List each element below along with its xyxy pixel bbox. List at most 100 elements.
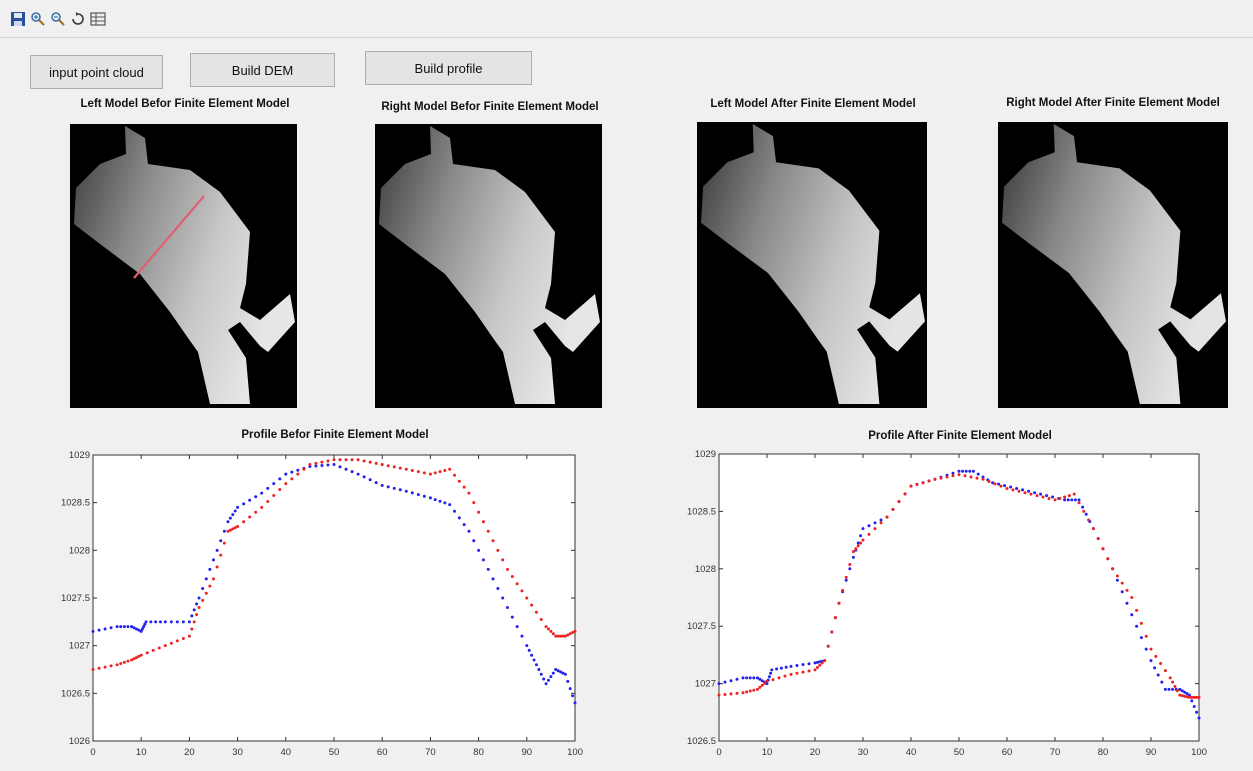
build-dem-button[interactable]: Build DEM — [190, 53, 335, 87]
input-point-cloud-button[interactable]: input point cloud — [30, 55, 163, 89]
series-0-point — [204, 577, 208, 581]
series-1-point — [1139, 621, 1143, 625]
series-1-point — [993, 482, 997, 486]
series-1-point — [448, 467, 452, 471]
series-0-point — [1135, 624, 1139, 628]
series-1-point — [462, 485, 466, 489]
y-tick-label: 1026 — [69, 736, 90, 747]
series-1-point — [472, 501, 476, 505]
series-1-point — [134, 656, 138, 660]
y-tick-label: 1028.5 — [687, 506, 716, 517]
series-1-point — [438, 470, 442, 474]
series-1-point — [1163, 669, 1167, 673]
series-1-point — [272, 494, 276, 498]
series-0-point — [362, 475, 366, 479]
series-0-point — [957, 469, 961, 473]
series-0-point — [556, 669, 560, 673]
data-cursor-icon[interactable] — [90, 11, 106, 27]
y-tick-label: 1026.5 — [687, 736, 716, 747]
series-0-point — [260, 491, 264, 495]
series-1-point — [830, 630, 834, 634]
series-0-point — [879, 518, 883, 522]
series-1-point — [752, 688, 756, 692]
series-0-point — [122, 625, 126, 629]
series-1-point — [187, 634, 191, 638]
series-0-point — [448, 503, 452, 507]
series-0-point — [350, 470, 354, 474]
series-1-point — [933, 477, 937, 481]
series-0-point — [554, 668, 558, 671]
series-1-point — [571, 631, 575, 635]
series-1-point — [254, 510, 258, 514]
rotate-icon[interactable] — [70, 11, 86, 27]
series-0-point — [1187, 693, 1191, 697]
series-1-point — [861, 538, 865, 542]
series-1-point — [215, 565, 219, 569]
y-tick-label: 1029 — [69, 450, 90, 461]
series-0-point — [1195, 710, 1199, 714]
series-1-point — [242, 520, 246, 524]
series-1-point — [568, 632, 572, 636]
series-0-point — [481, 558, 485, 562]
series-0-point — [807, 662, 811, 666]
series-0-point — [491, 577, 495, 581]
series-1-point — [296, 472, 300, 476]
series-0-point — [134, 627, 138, 631]
series-1-point — [939, 476, 943, 480]
series-1-point — [501, 558, 505, 562]
series-1-point — [163, 644, 167, 648]
save-icon[interactable] — [10, 11, 26, 27]
series-1-point — [801, 670, 805, 674]
series-1-point — [260, 505, 264, 509]
series-0-point — [154, 620, 158, 624]
profile-before-chart[interactable]: 0 10 20 30 40 50 60 70 80 90 100 1026 1026.5 1027 1027… — [30, 445, 590, 765]
series-1-point — [1171, 680, 1175, 684]
x-tick-label: 0 — [90, 747, 95, 758]
series-0-point — [1009, 485, 1013, 489]
series-1-point — [563, 634, 567, 638]
left-before-dem-image[interactable] — [70, 124, 297, 408]
right-before-dem-image[interactable] — [375, 124, 602, 408]
series-1-point — [823, 659, 827, 663]
series-0-point — [496, 586, 500, 590]
series-1-point — [1130, 596, 1134, 599]
series-1-point — [453, 473, 456, 477]
series-1-point — [433, 471, 437, 475]
series-1-point — [777, 676, 781, 680]
series-1-point — [137, 654, 141, 658]
series-1-point — [1053, 498, 1057, 502]
zoom-out-icon[interactable] — [50, 11, 66, 27]
zoom-in-icon[interactable] — [30, 11, 46, 27]
series-0-point — [212, 558, 215, 562]
series-0-point — [149, 620, 153, 624]
left-after-dem-image[interactable] — [697, 122, 927, 408]
series-1-point — [398, 466, 402, 470]
series-0-point — [422, 494, 426, 498]
series-0-point — [851, 555, 855, 559]
series-0-point — [534, 663, 538, 667]
right-after-dem-image[interactable] — [998, 122, 1228, 408]
build-profile-button[interactable]: Build profile — [365, 51, 532, 85]
series-1-point — [1159, 662, 1163, 666]
x-tick-label: 10 — [136, 747, 147, 758]
profile-after-chart[interactable]: 0 10 20 30 40 50 60 70 80 90 100 1026.5 1027 1027.5 10… — [655, 445, 1215, 765]
series-0-point — [779, 666, 783, 670]
series-1-point — [380, 463, 384, 467]
series-0-point — [142, 625, 146, 629]
series-1-point — [222, 541, 226, 545]
series-1-point — [927, 479, 931, 483]
series-1-point — [308, 463, 312, 467]
series-1-point — [422, 471, 426, 475]
series-1-point — [559, 634, 563, 638]
x-tick-label: 50 — [329, 747, 340, 758]
series-0-point — [386, 485, 390, 489]
series-0-point — [571, 694, 575, 698]
series-1-point — [151, 648, 155, 652]
series-0-point — [729, 679, 733, 683]
series-0-point — [510, 615, 514, 619]
series-1-point — [813, 668, 817, 672]
series-1-point — [212, 577, 215, 581]
series-0-point — [416, 493, 420, 497]
series-0-point — [1144, 647, 1148, 651]
series-0-point — [506, 606, 510, 610]
